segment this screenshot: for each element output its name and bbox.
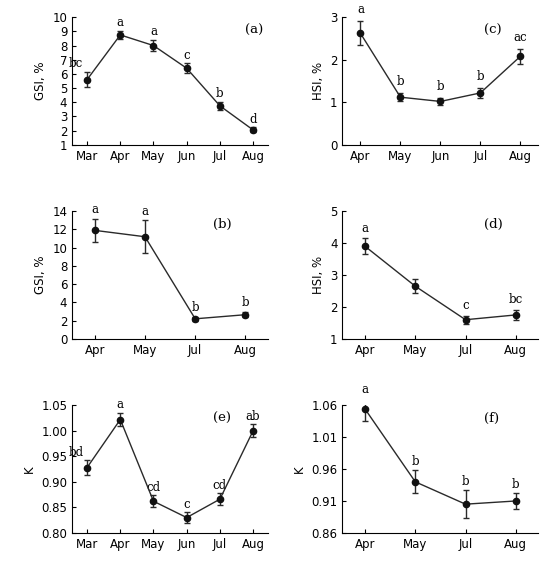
Text: a: a [357,3,364,17]
Text: (a): (a) [245,23,263,37]
Text: ac: ac [513,30,527,44]
Text: a: a [361,222,369,234]
Text: cd: cd [147,481,160,493]
Text: (c): (c) [483,23,501,37]
Text: (f): (f) [483,411,498,425]
Text: c: c [183,498,190,511]
Y-axis label: HSI, %: HSI, % [311,62,325,100]
Text: a: a [91,203,98,216]
Text: b: b [191,301,199,314]
Text: b: b [462,475,470,488]
Text: (e): (e) [213,411,231,425]
Y-axis label: GSI, %: GSI, % [34,62,47,100]
Text: cd: cd [213,478,227,492]
Text: (d): (d) [483,218,502,230]
Text: a: a [150,25,157,38]
Text: a: a [142,205,149,218]
Text: a: a [361,383,369,396]
Y-axis label: K: K [293,465,306,473]
Text: bc: bc [508,293,523,307]
Text: ab: ab [246,410,260,423]
Text: c: c [462,299,469,312]
Text: b: b [477,70,484,83]
Text: b: b [512,478,519,492]
Text: bd: bd [69,446,84,459]
Text: a: a [117,16,124,29]
Text: bc: bc [69,57,83,70]
Y-axis label: HSI, %: HSI, % [311,256,325,294]
Text: d: d [249,113,257,125]
Text: b: b [397,75,404,88]
Y-axis label: K: K [23,465,36,473]
Text: a: a [117,398,124,411]
Text: b: b [411,456,419,469]
Text: b: b [241,296,249,309]
Y-axis label: GSI, %: GSI, % [34,256,47,295]
Text: c: c [183,49,190,61]
Text: b: b [437,80,444,93]
Text: (b): (b) [213,218,232,230]
Text: b: b [216,87,224,100]
